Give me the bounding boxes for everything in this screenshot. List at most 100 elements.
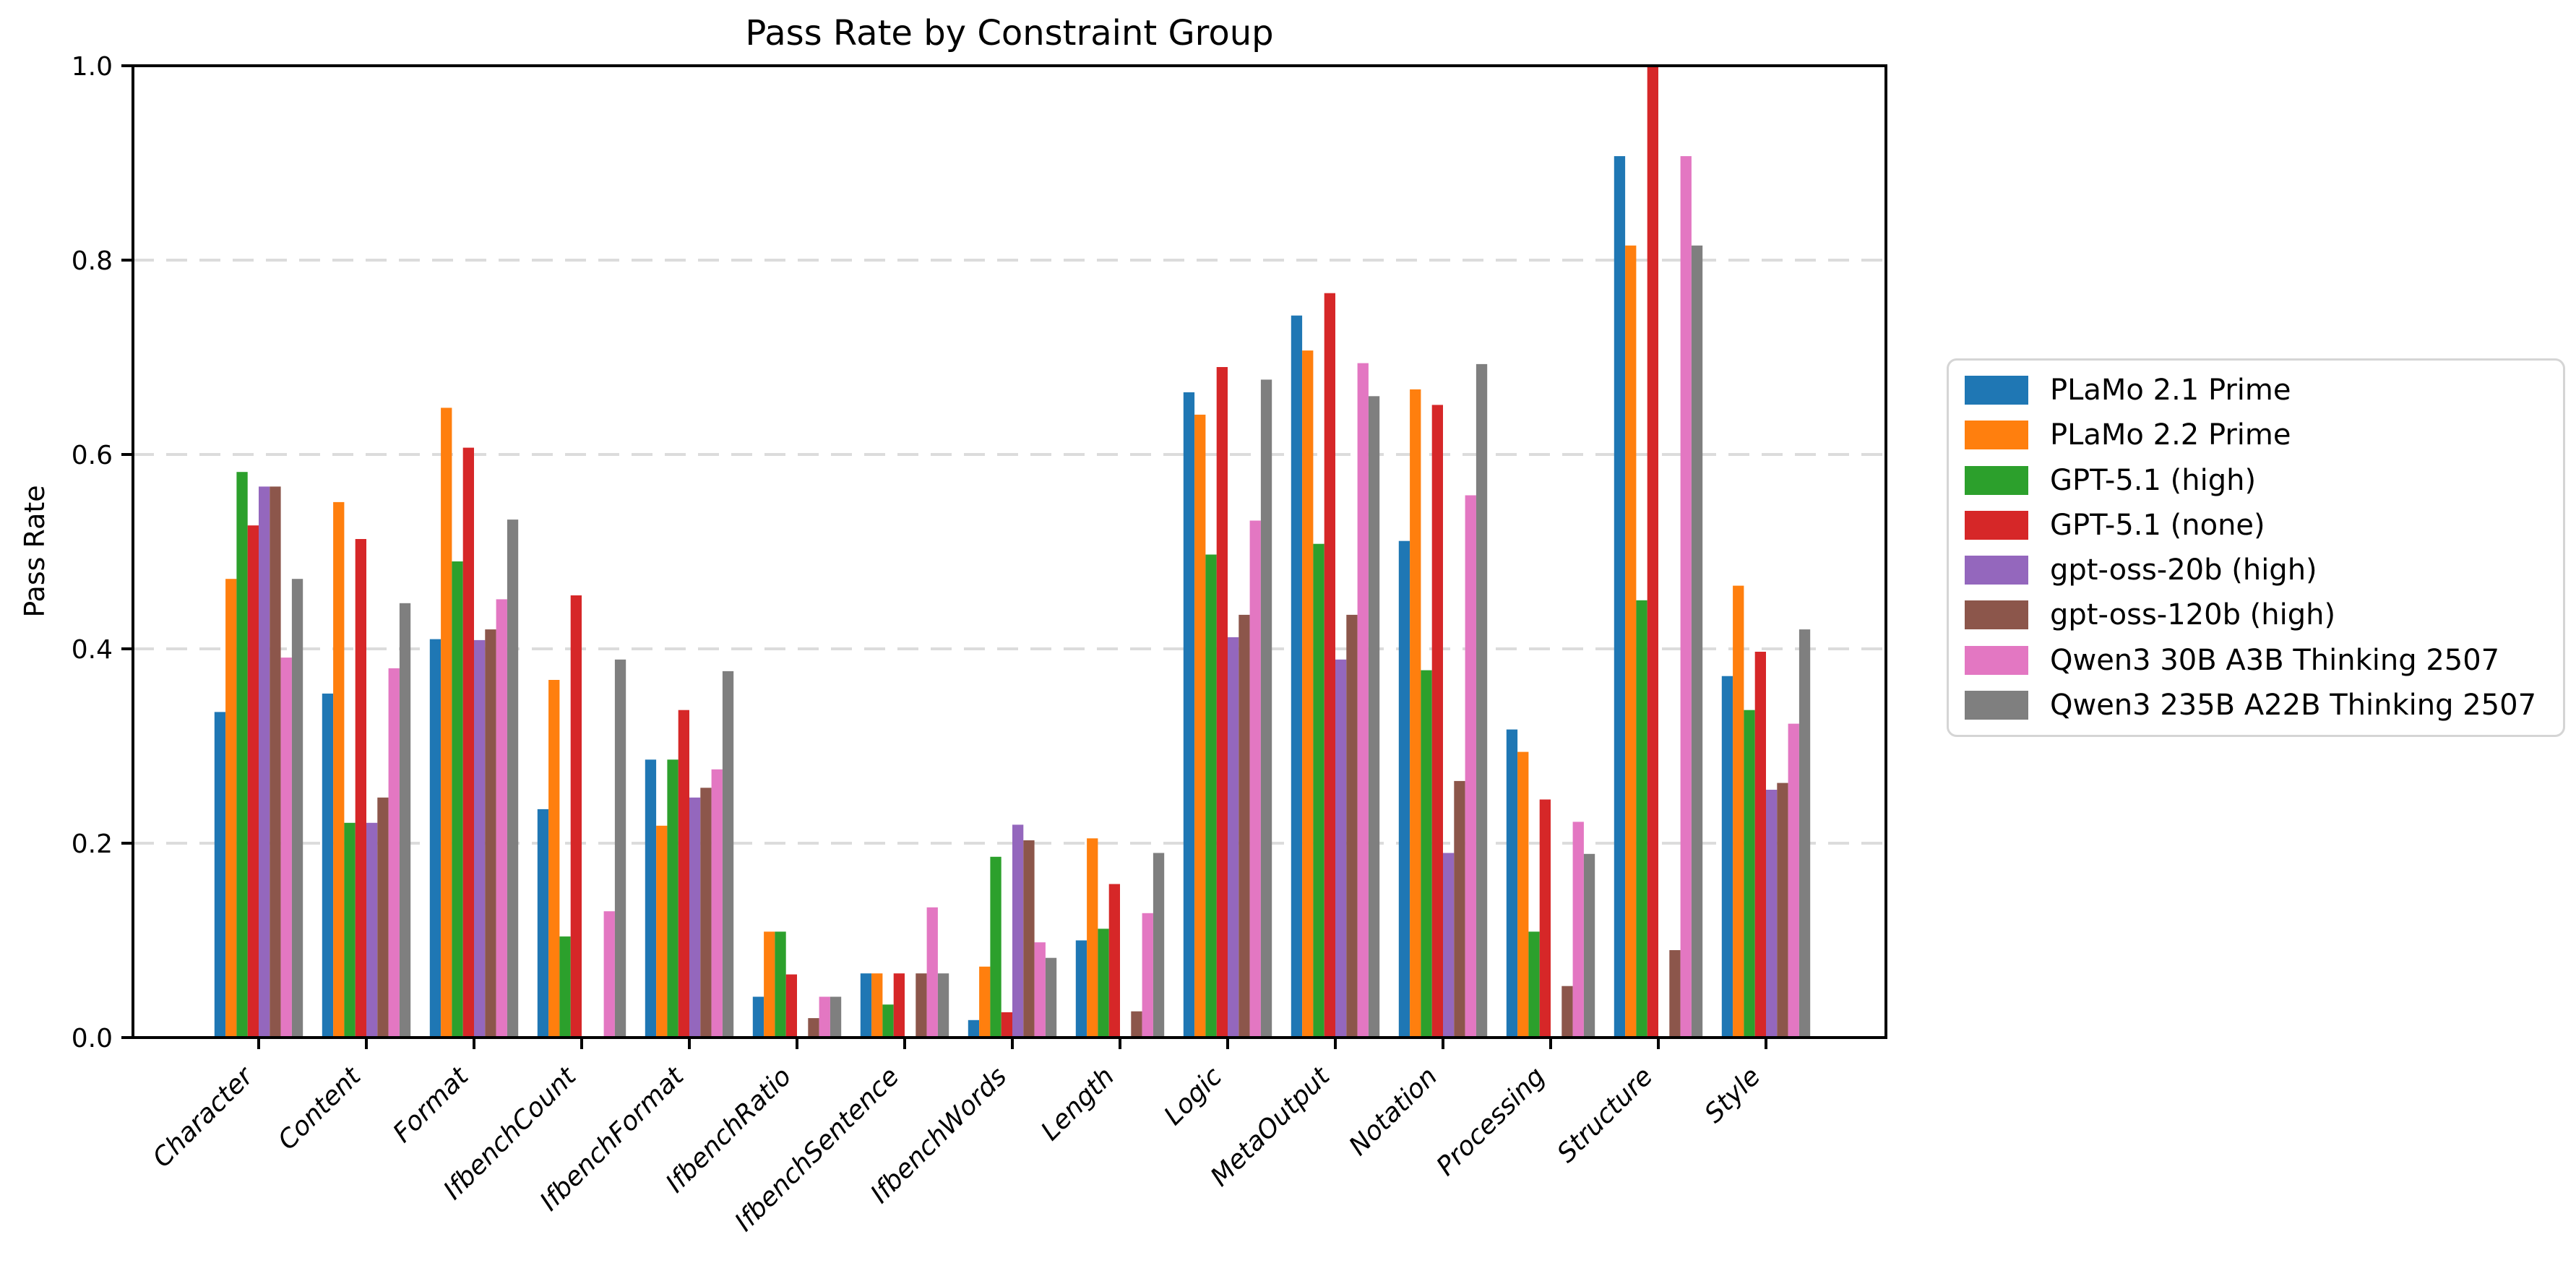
bar [882, 1004, 894, 1038]
bar [1669, 950, 1681, 1038]
bar [645, 759, 657, 1038]
bar [496, 599, 507, 1038]
legend-label: GPT-5.1 (high) [2050, 463, 2257, 497]
bar [1517, 751, 1529, 1038]
bar [1680, 156, 1692, 1038]
legend-item: PLaMo 2.1 Prime [1965, 374, 2547, 407]
bar [1001, 1012, 1012, 1038]
x-tick-label: Notation [1343, 1061, 1443, 1161]
bar [236, 472, 248, 1038]
bar [1012, 824, 1024, 1038]
bar [1131, 1011, 1142, 1038]
bar [377, 797, 389, 1038]
x-tick-label: Structure [1551, 1061, 1658, 1168]
bar [355, 539, 366, 1038]
legend: PLaMo 2.1 Prime PLaMo 2.2 Prime GPT-5.1 (h… [1947, 358, 2565, 737]
bar [1788, 723, 1799, 1038]
x-tick-label: Style [1699, 1061, 1766, 1129]
bar [893, 973, 905, 1038]
bar [1302, 350, 1314, 1038]
bar [485, 629, 496, 1038]
bar [1766, 790, 1778, 1038]
bar [990, 856, 1001, 1038]
bar [979, 966, 991, 1038]
legend-swatch [1965, 556, 2028, 585]
bar [860, 973, 872, 1038]
bar [537, 809, 549, 1038]
legend-swatch [1965, 690, 2028, 720]
bar [1583, 853, 1595, 1038]
bar [830, 996, 842, 1038]
bar [548, 680, 560, 1038]
bar [1108, 884, 1120, 1038]
legend-item: gpt-oss-20b (high) [1965, 553, 2547, 587]
bar [819, 996, 830, 1038]
bar [1216, 367, 1228, 1038]
bar [1357, 363, 1369, 1038]
bar [1346, 614, 1358, 1038]
legend-swatch [1965, 376, 2028, 405]
y-tick-label: 0.0 [72, 1024, 113, 1053]
legend-item: Qwen3 30B A3B Thinking 2507 [1965, 644, 2547, 677]
bar [1023, 840, 1035, 1038]
bar [1324, 293, 1335, 1038]
bar [764, 931, 775, 1038]
bar [1614, 156, 1626, 1038]
bar [1561, 986, 1573, 1038]
bar [1142, 913, 1153, 1038]
x-tick-label: Content [272, 1061, 368, 1156]
bar [722, 671, 734, 1038]
bar [711, 769, 723, 1038]
legend-swatch [1965, 645, 2028, 675]
bar [1249, 520, 1261, 1038]
bar [1799, 629, 1811, 1038]
bar [388, 668, 400, 1038]
bar [1465, 495, 1476, 1038]
bar [1291, 315, 1303, 1038]
bar [1398, 540, 1410, 1038]
legend-label: gpt-oss-20b (high) [2050, 553, 2317, 587]
bar [1313, 543, 1324, 1038]
legend-label: PLaMo 2.1 Prime [2050, 374, 2291, 408]
bar [808, 1018, 819, 1038]
bar [462, 447, 474, 1038]
legend-item: GPT-5.1 (high) [1965, 464, 2547, 497]
bar [752, 996, 764, 1038]
bar [280, 658, 292, 1038]
bar [570, 595, 582, 1038]
bar [1335, 659, 1347, 1038]
legend-label: PLaMo 2.2 Prime [2050, 418, 2291, 452]
y-tick-label: 0.2 [72, 829, 113, 859]
bar [1476, 363, 1488, 1038]
bar [270, 486, 281, 1038]
bar [1205, 554, 1217, 1038]
x-tick-label: Length [1035, 1061, 1120, 1146]
bar [1183, 392, 1195, 1038]
bar [452, 561, 463, 1038]
chart-title: Pass Rate by Constraint Group [745, 13, 1274, 53]
legend-label: Qwen3 235B A22B Thinking 2507 [2050, 688, 2537, 722]
plot-frame [132, 64, 1887, 1039]
bar [1194, 414, 1206, 1038]
bar [366, 822, 378, 1038]
bar [474, 639, 486, 1038]
bar [603, 911, 615, 1038]
bar [1045, 957, 1057, 1038]
x-tick-label: Processing [1431, 1061, 1551, 1181]
bar [291, 579, 303, 1038]
bar [429, 639, 441, 1038]
bar [1691, 245, 1703, 1038]
bar [1744, 710, 1755, 1038]
bar [344, 822, 356, 1038]
bar [1539, 799, 1551, 1038]
legend-item: gpt-oss-120b (high) [1965, 598, 2547, 631]
x-tick-label: Logic [1158, 1061, 1228, 1131]
bar [700, 788, 712, 1038]
bar [1721, 676, 1733, 1038]
bar [322, 693, 334, 1038]
bar [225, 579, 237, 1038]
bar [1368, 396, 1380, 1038]
bar [667, 759, 679, 1038]
legend-swatch [1965, 600, 2028, 630]
bar [678, 710, 689, 1038]
